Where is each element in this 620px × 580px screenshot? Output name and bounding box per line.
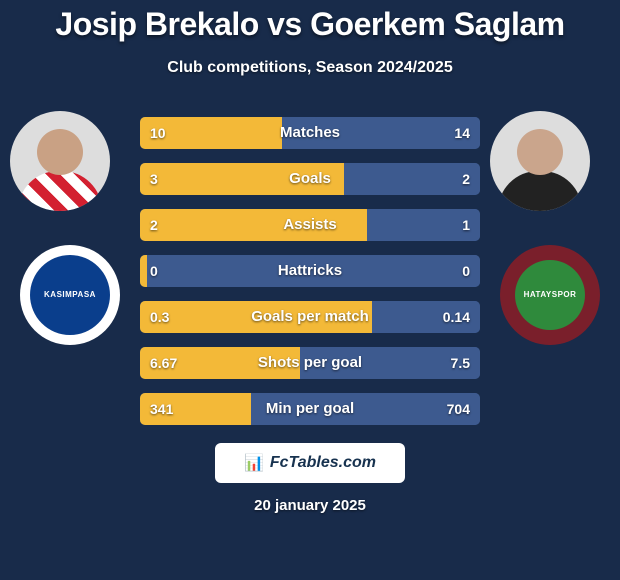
stat-row: 341704Min per goal [140, 393, 480, 425]
club-left-logo-inner: KASIMPASA [30, 255, 110, 335]
stat-row: 1014Matches [140, 117, 480, 149]
club-right-logo-inner: HATAYSPOR [515, 260, 585, 330]
stat-label: Hattricks [140, 255, 480, 287]
stat-label: Shots per goal [140, 347, 480, 379]
stat-label: Matches [140, 117, 480, 149]
player-right-avatar [490, 111, 590, 211]
stat-row: 00Hattricks [140, 255, 480, 287]
avatar-jersey-left [18, 171, 102, 211]
club-right-logo: HATAYSPOR [500, 245, 600, 345]
avatar-head-right [517, 129, 563, 175]
stat-label: Assists [140, 209, 480, 241]
stat-row: 6.677.5Shots per goal [140, 347, 480, 379]
stat-label: Goals per match [140, 301, 480, 333]
snapshot-date: 20 january 2025 [0, 497, 620, 514]
avatar-jersey-right [498, 171, 582, 211]
stats-area: KASIMPASA HATAYSPOR 1014Matches 32Goals 21… [0, 117, 620, 425]
player-left-avatar [10, 111, 110, 211]
chart-icon: 📊 [244, 453, 264, 473]
brand-badge: 📊 FcTables.com [215, 443, 405, 483]
comparison-title: Josip Brekalo vs Goerkem Saglam [0, 6, 620, 43]
stat-label: Goals [140, 163, 480, 195]
stat-bars: 1014Matches 32Goals 21Assists 00Hattricks 0.… [140, 117, 480, 425]
club-right-shortname: HATAYSPOR [524, 291, 577, 299]
avatar-head-left [37, 129, 83, 175]
stat-row: 32Goals [140, 163, 480, 195]
club-left-logo: KASIMPASA [20, 245, 120, 345]
club-left-shortname: KASIMPASA [44, 291, 96, 299]
stat-label: Min per goal [140, 393, 480, 425]
comparison-subtitle: Club competitions, Season 2024/2025 [0, 59, 620, 77]
stat-row: 0.30.14Goals per match [140, 301, 480, 333]
stat-row: 21Assists [140, 209, 480, 241]
comparison-card: Josip Brekalo vs Goerkem Saglam Club com… [0, 0, 620, 580]
brand-text: FcTables.com [270, 454, 376, 472]
